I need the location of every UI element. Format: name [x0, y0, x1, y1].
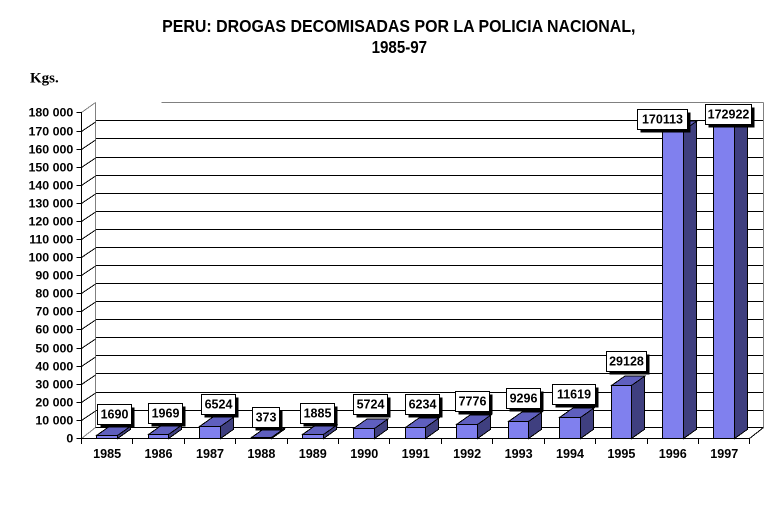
svg-text:130 000: 130 000	[29, 197, 74, 211]
svg-text:6234: 6234	[409, 397, 437, 411]
svg-text:150 000: 150 000	[29, 161, 74, 175]
svg-text:9296: 9296	[510, 391, 538, 405]
svg-text:40 000: 40 000	[35, 360, 73, 374]
svg-text:170113: 170113	[642, 112, 683, 126]
svg-text:1986: 1986	[144, 447, 172, 461]
svg-text:1991: 1991	[402, 447, 430, 461]
svg-text:10 000: 10 000	[35, 414, 73, 428]
svg-text:PERU: DROGAS DECOMISADAS POR L: PERU: DROGAS DECOMISADAS POR LA POLICIA …	[162, 16, 635, 36]
svg-text:172922: 172922	[708, 107, 750, 121]
svg-text:1997: 1997	[710, 447, 738, 461]
svg-text:90 000: 90 000	[35, 269, 73, 283]
svg-text:1993: 1993	[505, 447, 533, 461]
svg-text:1985-97: 1985-97	[372, 37, 428, 57]
svg-text:110 000: 110 000	[29, 233, 73, 247]
svg-text:120 000: 120 000	[29, 215, 74, 229]
svg-text:1989: 1989	[299, 447, 327, 461]
svg-text:100 000: 100 000	[29, 251, 74, 265]
svg-text:1992: 1992	[453, 447, 481, 461]
svg-text:80 000: 80 000	[35, 287, 73, 301]
svg-text:Kgs.: Kgs.	[30, 70, 59, 86]
svg-text:20 000: 20 000	[35, 396, 73, 410]
svg-text:1885: 1885	[304, 406, 332, 420]
svg-text:1996: 1996	[659, 447, 687, 461]
svg-text:140 000: 140 000	[29, 179, 74, 193]
svg-text:1690: 1690	[101, 407, 129, 421]
svg-text:1988: 1988	[247, 447, 275, 461]
svg-text:160 000: 160 000	[29, 143, 74, 157]
svg-text:170 000: 170 000	[29, 125, 74, 139]
svg-text:180 000: 180 000	[29, 106, 74, 120]
svg-text:1995: 1995	[607, 447, 635, 461]
svg-text:5724: 5724	[357, 397, 385, 411]
svg-text:1994: 1994	[556, 447, 584, 461]
svg-text:7776: 7776	[459, 394, 487, 408]
svg-text:70 000: 70 000	[35, 305, 73, 319]
svg-text:6524: 6524	[205, 397, 233, 411]
svg-text:1985: 1985	[93, 447, 121, 461]
svg-text:11619: 11619	[557, 387, 591, 401]
svg-text:30 000: 30 000	[35, 378, 73, 392]
svg-text:0: 0	[66, 432, 73, 446]
svg-text:1969: 1969	[152, 406, 180, 420]
svg-text:1987: 1987	[196, 447, 224, 461]
svg-text:50 000: 50 000	[35, 342, 73, 356]
svg-text:1990: 1990	[350, 447, 378, 461]
svg-text:29128: 29128	[609, 354, 644, 368]
svg-text:373: 373	[256, 410, 277, 424]
svg-text:60 000: 60 000	[35, 323, 73, 337]
